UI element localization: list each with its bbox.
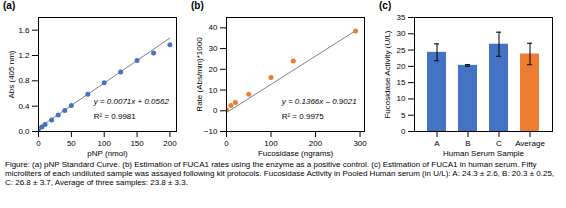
svg-text:R² = 0.9975: R² = 0.9975 (282, 112, 325, 121)
svg-text:5: 5 (401, 111, 406, 120)
html-text:(c): (c) (379, 0, 392, 11)
svg-text:Rate (Abs/min)*1000: Rate (Abs/min)*1000 (195, 37, 204, 112)
svg-text:300: 300 (353, 139, 367, 148)
svg-text:20: 20 (397, 62, 406, 71)
svg-text:30: 30 (397, 29, 406, 38)
svg-text:200: 200 (309, 139, 323, 148)
svg-text:Abs (405 nm): Abs (405 nm) (7, 50, 16, 98)
svg-text:y = 0.0071x + 0.0562: y = 0.0071x + 0.0562 (93, 97, 170, 106)
svg-text:35: 35 (397, 13, 406, 22)
svg-text:1.6: 1.6 (18, 26, 30, 35)
svg-text:C: C (496, 139, 502, 148)
svg-text:Average: Average (515, 139, 545, 148)
svg-text:0.4: 0.4 (18, 102, 30, 111)
svg-text:R² = 0.9981: R² = 0.9981 (94, 112, 137, 121)
svg-text:10: 10 (209, 86, 218, 95)
html-text:Figure: (a) pNP Standard Curve: Figure: (a) pNP Standard Curve. (b) Esti… (5, 160, 554, 188)
svg-text:200: 200 (163, 139, 177, 148)
svg-text:A: A (434, 139, 440, 148)
svg-text:40: 40 (209, 23, 218, 32)
svg-text:y = 0.1366x – 0.9021: y = 0.1366x – 0.9021 (281, 97, 357, 106)
svg-text:0.0: 0.0 (18, 127, 30, 136)
html-text:(b): (b) (191, 0, 204, 11)
svg-text:100: 100 (264, 139, 278, 148)
svg-text:150: 150 (130, 139, 144, 148)
svg-text:0: 0 (213, 106, 218, 115)
svg-text:B: B (465, 139, 470, 148)
svg-text:−10: −10 (204, 127, 218, 136)
svg-text:Human Serum Sample: Human Serum Sample (443, 149, 524, 158)
svg-text:20: 20 (209, 65, 218, 74)
svg-text:25: 25 (397, 46, 406, 55)
svg-text:0: 0 (224, 139, 229, 148)
svg-text:1.2: 1.2 (18, 51, 30, 60)
svg-text:pNP (nmol): pNP (nmol) (87, 149, 128, 158)
svg-text:30: 30 (209, 44, 218, 53)
html-text:(a): (a) (3, 0, 16, 11)
svg-text:0: 0 (401, 127, 406, 136)
svg-text:Fucosidase (ngrams): Fucosidase (ngrams) (258, 149, 333, 158)
svg-text:Fucosidase Activity (U/L): Fucosidase Activity (U/L) (383, 30, 392, 118)
svg-text:50: 50 (67, 139, 76, 148)
svg-text:0: 0 (36, 139, 41, 148)
svg-text:15: 15 (397, 78, 406, 87)
svg-text:100: 100 (98, 139, 112, 148)
svg-text:10: 10 (397, 94, 406, 103)
svg-text:0.8: 0.8 (18, 76, 30, 85)
